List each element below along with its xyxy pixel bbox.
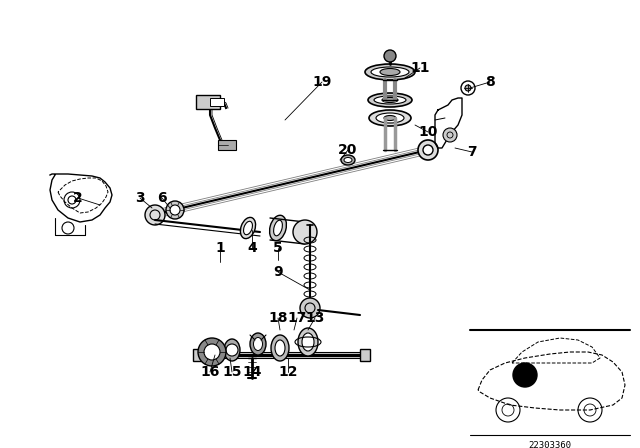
Text: 1: 1 (215, 241, 225, 255)
Circle shape (461, 81, 475, 95)
Text: 14: 14 (243, 365, 262, 379)
Ellipse shape (302, 333, 314, 351)
Ellipse shape (274, 220, 282, 236)
Ellipse shape (369, 110, 411, 126)
Ellipse shape (384, 116, 396, 121)
Circle shape (226, 344, 238, 356)
Ellipse shape (382, 98, 398, 103)
Ellipse shape (269, 215, 287, 241)
Bar (360, 349, 370, 361)
Circle shape (465, 85, 471, 91)
Text: 17: 17 (287, 311, 307, 325)
Bar (210, 98, 224, 106)
Text: 13: 13 (305, 311, 324, 325)
Text: 3: 3 (135, 191, 145, 205)
Circle shape (145, 205, 165, 225)
Text: 16: 16 (200, 365, 220, 379)
Circle shape (170, 205, 180, 215)
Text: 22303360: 22303360 (529, 440, 572, 448)
Circle shape (293, 220, 317, 244)
Ellipse shape (244, 221, 252, 235)
Ellipse shape (365, 64, 415, 80)
Text: 2: 2 (73, 191, 83, 205)
Circle shape (384, 50, 396, 62)
Text: 12: 12 (278, 365, 298, 379)
Text: 20: 20 (339, 143, 358, 157)
Bar (196, 95, 220, 109)
Text: 4: 4 (247, 241, 257, 255)
Ellipse shape (376, 113, 404, 123)
Bar (193, 349, 203, 361)
Circle shape (198, 338, 226, 366)
Ellipse shape (298, 328, 318, 356)
Ellipse shape (368, 93, 412, 107)
Text: 9: 9 (273, 265, 283, 279)
Text: 15: 15 (222, 365, 242, 379)
Circle shape (166, 201, 184, 219)
Ellipse shape (380, 69, 400, 76)
Ellipse shape (371, 67, 409, 77)
Text: 19: 19 (312, 75, 332, 89)
Circle shape (443, 128, 457, 142)
Circle shape (513, 363, 537, 387)
Ellipse shape (253, 337, 262, 350)
Ellipse shape (250, 333, 266, 355)
Text: 5: 5 (273, 241, 283, 255)
Circle shape (418, 140, 438, 160)
Bar (218, 140, 236, 150)
Ellipse shape (341, 155, 355, 165)
Ellipse shape (224, 339, 240, 361)
Text: 6: 6 (157, 191, 167, 205)
Ellipse shape (271, 335, 289, 361)
Circle shape (300, 298, 320, 318)
Circle shape (204, 344, 220, 360)
Text: 11: 11 (410, 61, 429, 75)
Text: 18: 18 (268, 311, 288, 325)
Text: 10: 10 (419, 125, 438, 139)
Text: 8: 8 (485, 75, 495, 89)
Circle shape (423, 145, 433, 155)
Text: 7: 7 (467, 145, 477, 159)
Ellipse shape (275, 340, 285, 356)
Ellipse shape (374, 96, 406, 104)
Ellipse shape (344, 158, 352, 163)
Ellipse shape (241, 217, 255, 239)
